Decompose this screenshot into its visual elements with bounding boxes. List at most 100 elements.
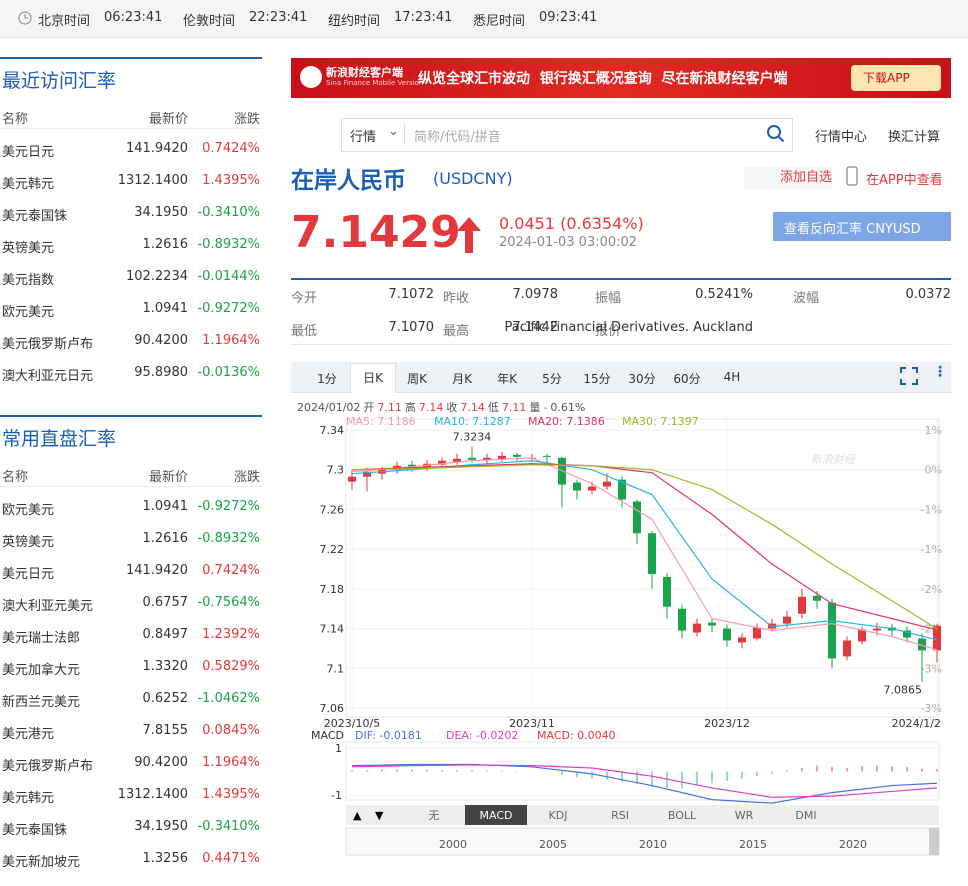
row-name: 澳大利亚元美元 — [2, 599, 94, 614]
row-name: 美元指数 — [2, 273, 55, 288]
tab-active[interactable]: 日K — [350, 363, 396, 393]
chart: 新浪财经 7.34 1% 7.3 0% 7.26 -1% 7.22 -1% 7.18 -2% 7.14… — [311, 415, 942, 856]
indicator-tab[interactable]: DMI — [795, 809, 816, 822]
menu-icon[interactable]: ⋮ — [933, 364, 947, 380]
clock-time: 06:23:41 — [104, 10, 163, 25]
row-name: 美元加拿大元 — [2, 663, 81, 678]
search-icon[interactable] — [766, 124, 786, 144]
tab[interactable]: 4H — [723, 370, 741, 384]
x-tick-label: 2023/12 — [704, 717, 750, 730]
row-price: 141.9420 — [125, 141, 188, 156]
link[interactable]: 换汇计算 — [888, 130, 941, 145]
row-change: -0.0144% — [197, 269, 260, 284]
price: 7.1429 — [291, 207, 461, 258]
row-change: 1.2392% — [202, 627, 260, 642]
candle-body — [783, 616, 791, 624]
row-change: 0.4471% — [202, 851, 260, 866]
dif-line — [351, 763, 938, 804]
tab[interactable]: 月K — [452, 372, 472, 386]
row-price: 90.4200 — [134, 333, 188, 348]
candle-body — [648, 533, 656, 574]
indicator-tab[interactable]: WR — [735, 809, 754, 822]
indicator-tab[interactable]: RSI — [611, 809, 629, 822]
table-header: 名称 — [2, 112, 29, 127]
app-view[interactable]: 在APP中查看 — [866, 173, 943, 188]
clock-icon — [18, 11, 32, 25]
row-price: 1.2616 — [142, 237, 189, 252]
table-header: 涨跌 — [233, 112, 260, 127]
indicator-tab[interactable]: MACD — [480, 809, 513, 822]
row-name: 美元新加坡元 — [2, 855, 81, 870]
info-part: 收 — [446, 401, 458, 414]
year-label: 2005 — [539, 838, 567, 851]
stat-value: 0.0372 — [905, 287, 952, 302]
macd-tick: -1 — [331, 789, 342, 802]
phone-icon — [846, 166, 858, 186]
ma-line — [351, 464, 938, 630]
row-name: 美元韩元 — [2, 791, 55, 806]
tab[interactable]: 年K — [497, 372, 517, 386]
y-tick-label: 7.26 — [320, 503, 345, 516]
search-input[interactable]: 简称/代码/拼音 — [414, 130, 501, 145]
row-price: 1.3256 — [142, 851, 189, 866]
reverse-label: 查看反向汇率 CNYUSD — [784, 222, 921, 237]
indicator-tab[interactable]: KDJ — [549, 809, 568, 822]
link[interactable]: 行情中心 — [815, 130, 868, 145]
tab[interactable]: 5分 — [542, 372, 562, 386]
candle-body — [468, 457, 476, 460]
clock-city: 纽约时间 — [328, 14, 381, 29]
search-box — [341, 118, 793, 152]
candle-body — [918, 638, 926, 651]
info-part: 量 — [529, 401, 541, 414]
y-tick-label: 7.14 — [320, 623, 345, 636]
search-select[interactable]: 行情 — [350, 130, 377, 145]
row-price: 90.4200 — [134, 755, 188, 770]
macd-label: DEA: -0.0202 — [446, 729, 518, 742]
macd-frame — [345, 741, 940, 801]
clock-time: 17:23:41 — [394, 10, 453, 25]
row-change: -0.8932% — [197, 531, 260, 546]
row-price: 95.8980 — [134, 365, 188, 380]
row-price: 7.8155 — [142, 723, 189, 738]
info-part: 低 — [487, 401, 499, 414]
banner[interactable] — [291, 58, 951, 98]
row-name: 美元瑞士法郎 — [2, 631, 81, 646]
row-change: -0.9272% — [197, 301, 260, 316]
row-name: 英镑美元 — [2, 535, 55, 550]
row-change: -1.0462% — [197, 691, 260, 706]
reverse-button[interactable] — [773, 212, 951, 241]
row-price: 1312.1400 — [117, 787, 188, 802]
indicator-tab[interactable]: BOLL — [668, 809, 697, 822]
row-price: 102.2234 — [125, 269, 188, 284]
row-change: -0.7564% — [197, 595, 260, 610]
quote-code: (USDCNY) — [433, 169, 513, 188]
candle-body — [858, 629, 866, 642]
candle-body — [753, 627, 761, 639]
tab[interactable]: 60分 — [673, 372, 701, 386]
clock-city: 悉尼时间 — [473, 14, 526, 29]
year-label: 2015 — [739, 838, 767, 851]
banner-button[interactable]: 下载APP — [851, 65, 941, 91]
candle-body — [633, 501, 641, 534]
indicator-tab[interactable]: 无 — [429, 809, 440, 822]
candle-body — [678, 608, 686, 631]
tab[interactable]: 1分 — [317, 372, 337, 386]
row-price: 34.1950 — [134, 819, 188, 834]
row-name: 美元泰国铢 — [2, 209, 68, 224]
right-tick-label: 1% — [925, 424, 942, 437]
row-price: 1312.1400 — [117, 173, 188, 188]
add-watch[interactable]: 添加自选 — [744, 167, 832, 189]
y-tick-label: 7.1 — [327, 662, 345, 675]
tab[interactable]: 30分 — [628, 372, 656, 386]
recent-title: 最近访问汇率 — [2, 70, 117, 92]
row-price: 1.2616 — [142, 531, 189, 546]
row-price: 0.6757 — [142, 595, 189, 610]
tab[interactable]: 15分 — [583, 372, 611, 386]
y-tick-label: 7.22 — [320, 543, 345, 556]
fullscreen-icon[interactable] — [900, 367, 918, 385]
row-change: 1.4395% — [202, 173, 260, 188]
info-part: 7.14 — [418, 401, 444, 414]
stat-value: 7.1072 — [388, 287, 435, 302]
right-tick-label: 0% — [925, 464, 942, 477]
tab[interactable]: 周K — [407, 372, 427, 386]
